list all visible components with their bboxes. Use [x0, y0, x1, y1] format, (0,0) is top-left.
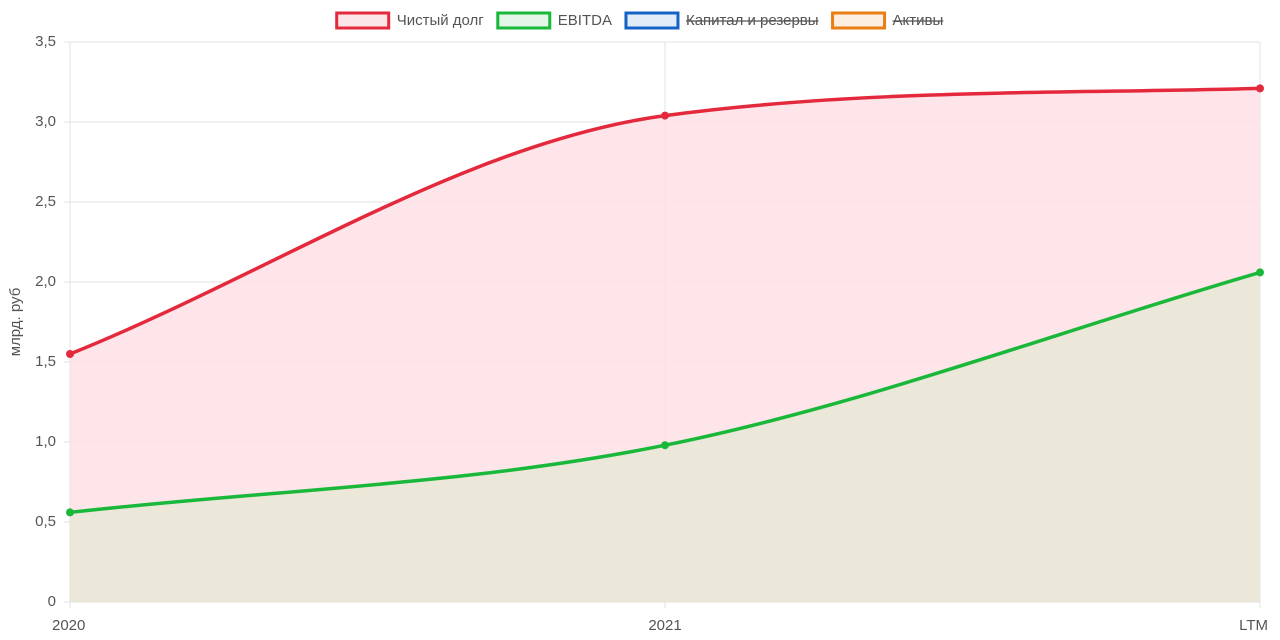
legend-swatch — [624, 11, 680, 30]
legend-item[interactable]: Чистый долг — [335, 11, 485, 30]
y-tick-label: 3,5 — [35, 33, 56, 50]
y-axis-label: млрд. руб — [7, 288, 24, 357]
legend-swatch — [496, 11, 552, 30]
y-tick-label: 2,0 — [35, 273, 56, 290]
point — [1256, 84, 1264, 93]
x-tick-label: 2021 — [648, 617, 681, 634]
y-tick-label: 2,5 — [35, 193, 56, 210]
area-fill — [70, 272, 1260, 602]
legend-item[interactable]: EBITDA — [496, 11, 612, 30]
legend-item[interactable]: Капитал и резервы — [624, 11, 819, 30]
legend: Чистый долг EBITDA Капитал и резервы Активы — [335, 11, 944, 30]
point — [661, 441, 669, 450]
legend-label: EBITDA — [558, 12, 612, 29]
legend-swatch — [831, 11, 887, 30]
legend-swatch — [335, 11, 391, 30]
legend-item[interactable]: Активы — [831, 11, 944, 30]
y-tick-label: 3,0 — [35, 113, 56, 130]
legend-label: Чистый долг — [397, 12, 485, 29]
point — [66, 350, 74, 358]
point — [1256, 268, 1264, 277]
y-tick-label: 0 — [48, 593, 56, 610]
y-tick-label: 1,5 — [35, 353, 56, 370]
x-tick-label: LTM — [1239, 617, 1268, 634]
x-tick-label: 2020 — [52, 617, 85, 634]
y-tick-label: 1,0 — [35, 433, 56, 450]
y-tick-label: 0,5 — [35, 513, 56, 530]
point — [66, 508, 74, 517]
point — [661, 111, 669, 120]
